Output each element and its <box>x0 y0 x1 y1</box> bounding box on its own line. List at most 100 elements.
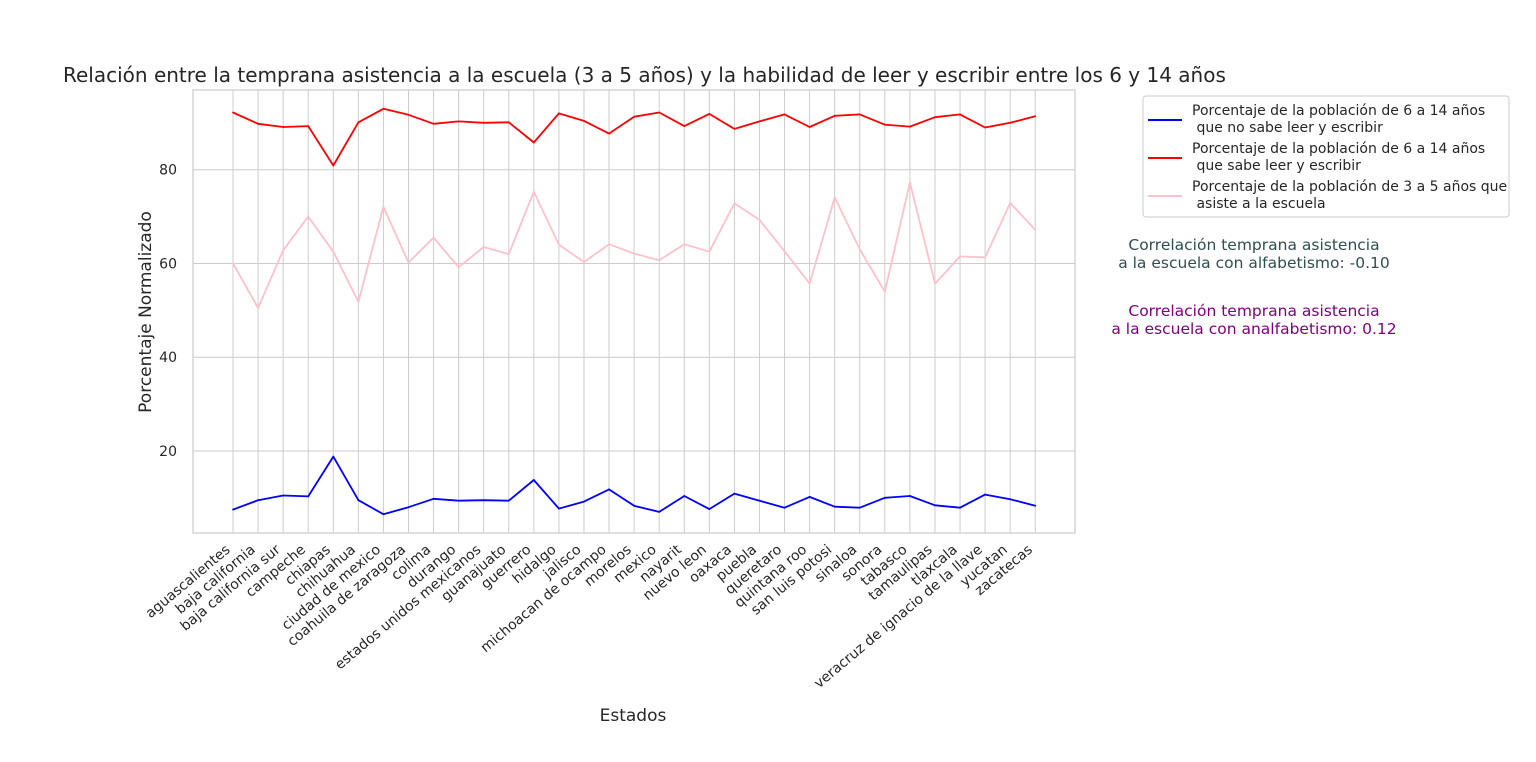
data-point <box>934 282 936 285</box>
data-point <box>257 122 259 125</box>
legend-entry: Porcentaje de la población de 6 a 14 año… <box>1192 141 1485 174</box>
data-point <box>808 496 811 498</box>
y-tick-label: 60 <box>159 256 177 272</box>
data-point <box>808 282 811 285</box>
data-point <box>959 255 961 258</box>
data-point <box>507 121 510 124</box>
data-point <box>558 112 560 115</box>
data-point <box>583 261 585 263</box>
data-point <box>407 113 410 116</box>
data-point <box>407 261 410 264</box>
data-point <box>357 300 360 303</box>
data-point <box>808 126 811 128</box>
legend-box <box>1142 95 1510 218</box>
y-tick-label: 80 <box>159 163 177 179</box>
data-point <box>1009 498 1012 501</box>
data-point <box>984 493 986 496</box>
chart-title: Relación entre la temprana asistencia a … <box>63 63 1226 87</box>
data-point <box>934 116 936 119</box>
data-point <box>382 513 385 516</box>
legend: Porcentaje de la población de 6 a 14 año… <box>1142 95 1510 218</box>
data-point <box>608 132 610 135</box>
data-point <box>1034 504 1037 507</box>
data-point <box>908 125 911 128</box>
data-point <box>758 120 761 123</box>
data-point <box>1009 202 1012 204</box>
data-point <box>232 508 234 511</box>
data-point <box>282 249 285 252</box>
data-point <box>833 505 836 508</box>
data-point <box>683 495 686 497</box>
annotations: Correlación temprana asistencia a la escu… <box>1111 236 1396 338</box>
data-point <box>382 107 385 110</box>
data-point <box>257 307 259 309</box>
data-point <box>833 196 836 199</box>
data-point <box>658 111 661 114</box>
data-point <box>1034 228 1037 231</box>
data-point <box>332 164 335 167</box>
data-point <box>432 497 435 500</box>
data-point <box>357 499 360 502</box>
data-point <box>407 506 410 509</box>
data-point <box>332 455 335 458</box>
correlation-annotation: Correlación temprana asistencia a la escu… <box>1118 236 1390 272</box>
data-point <box>783 113 786 116</box>
data-point <box>758 499 761 502</box>
data-point <box>633 115 636 118</box>
data-point <box>282 126 285 128</box>
data-point <box>282 494 285 497</box>
data-point <box>307 125 310 127</box>
data-point <box>532 141 535 144</box>
data-point <box>608 488 610 491</box>
data-point <box>858 506 861 509</box>
data-point <box>633 252 636 255</box>
data-point <box>232 262 234 265</box>
data-point <box>708 113 711 115</box>
data-point <box>558 507 560 510</box>
data-point <box>307 495 310 498</box>
data-point <box>783 506 786 509</box>
y-axis-ticks: 20 40 60 80 <box>159 163 177 460</box>
data-point <box>482 121 485 124</box>
data-point <box>783 250 786 253</box>
data-point <box>733 202 736 205</box>
data-point <box>883 290 886 293</box>
data-point <box>432 236 435 239</box>
data-point <box>232 111 234 114</box>
data-point <box>758 218 761 221</box>
data-point <box>858 248 861 251</box>
data-point <box>883 123 886 126</box>
data-point <box>858 113 861 116</box>
plot-frame <box>192 89 1076 534</box>
data-point <box>457 266 460 269</box>
data-point <box>357 121 360 124</box>
data-point <box>683 125 686 127</box>
y-tick-label: 40 <box>159 350 177 366</box>
legend-entry: Porcentaje de la población de 6 a 14 año… <box>1192 103 1485 136</box>
x-axis-label: Estados <box>600 706 667 726</box>
data-point <box>934 504 936 507</box>
data-point <box>382 205 385 208</box>
data-point <box>332 250 335 253</box>
data-point <box>457 120 460 123</box>
data-point <box>708 508 711 510</box>
data-point <box>257 499 259 502</box>
y-tick-label: 20 <box>159 444 177 460</box>
grid <box>193 90 1075 533</box>
data-point <box>558 243 560 246</box>
y-axis-label: Porcentaje Normalizado <box>136 211 156 413</box>
data-point <box>658 511 661 513</box>
data-point <box>959 506 961 509</box>
data-point <box>507 499 510 502</box>
correlation-annotation: Correlación temprana asistencia a la escu… <box>1111 302 1396 338</box>
data-point <box>1009 121 1012 124</box>
data-point <box>1034 115 1037 118</box>
legend-entry: Porcentaje de la población de 3 a 5 años… <box>1192 179 1507 212</box>
data-point <box>633 504 636 507</box>
data-point <box>432 122 435 125</box>
data-point <box>482 499 485 502</box>
data-point <box>833 114 836 117</box>
data-point <box>658 259 661 262</box>
data-point <box>733 128 736 130</box>
